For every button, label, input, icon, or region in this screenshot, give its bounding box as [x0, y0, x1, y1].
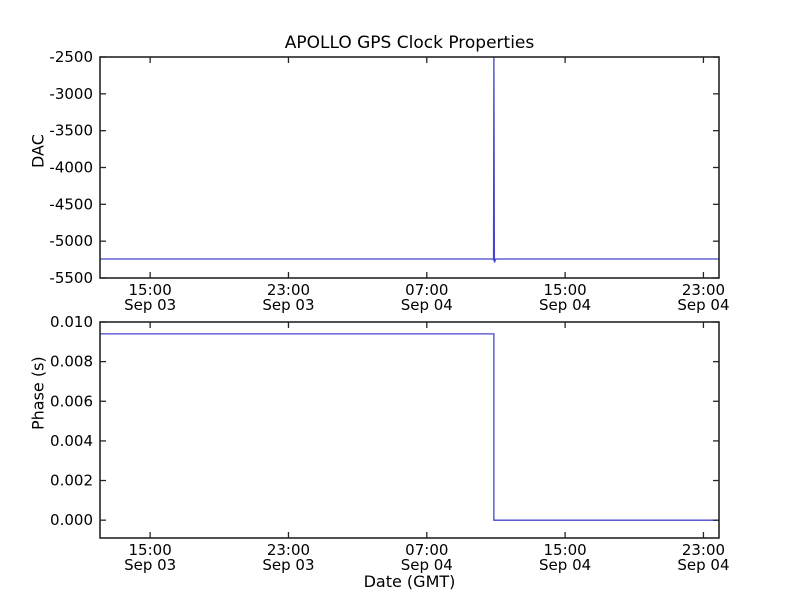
x-tick-label: 15:00: [543, 541, 586, 559]
x-tick-sublabel: Sep 03: [124, 556, 176, 574]
chart-title: APOLLO GPS Clock Properties: [284, 33, 535, 53]
x-tick-sublabel: Sep 04: [677, 296, 729, 314]
x-tick-sublabel: Sep 03: [262, 296, 314, 314]
x-tick-sublabel: Sep 04: [539, 556, 591, 574]
y-tick-label: 0.004: [50, 432, 93, 450]
data-line-phase: [100, 333, 719, 521]
x-tick-sublabel: Sep 03: [124, 296, 176, 314]
x-tick-label: 23:00: [682, 541, 725, 559]
y-tick-label: -5000: [49, 232, 93, 250]
y-tick-label: 0.006: [50, 392, 93, 410]
plot-0-spines: [99, 56, 720, 279]
x-tick-sublabel: Sep 04: [401, 556, 453, 574]
x-tick-label: 07:00: [405, 541, 448, 559]
x-tick-sublabel: Sep 04: [401, 296, 453, 314]
x-tick-label: 15:00: [129, 281, 172, 299]
x-tick-sublabel: Sep 04: [677, 556, 729, 574]
x-tick-label: 15:00: [129, 541, 172, 559]
y-tick-label: 0.000: [50, 511, 93, 529]
x-tick-label: 23:00: [267, 281, 310, 299]
x-tick-label: 07:00: [405, 281, 448, 299]
x-tick-label: 23:00: [682, 281, 725, 299]
y-tick-label: 0.008: [50, 353, 93, 371]
x-tick-sublabel: Sep 03: [262, 556, 314, 574]
y-tick-label: -4000: [49, 159, 93, 177]
x-axis-label-date: Date (GMT): [363, 572, 456, 591]
y-tick-label: 0.010: [50, 313, 93, 331]
y-tick-label: -5500: [49, 269, 93, 287]
y-tick-label: -3500: [49, 122, 93, 140]
y-tick-label: -3000: [49, 85, 93, 103]
y-tick-label: 0.002: [50, 472, 93, 490]
data-line-dac: [100, 56, 719, 263]
x-tick-label: 23:00: [267, 541, 310, 559]
y-tick-label: -4500: [49, 195, 93, 213]
y-tick-label: -2500: [49, 48, 93, 66]
plot-1-spines: [99, 321, 720, 539]
x-tick-sublabel: Sep 04: [539, 296, 591, 314]
x-tick-label: 15:00: [543, 281, 586, 299]
